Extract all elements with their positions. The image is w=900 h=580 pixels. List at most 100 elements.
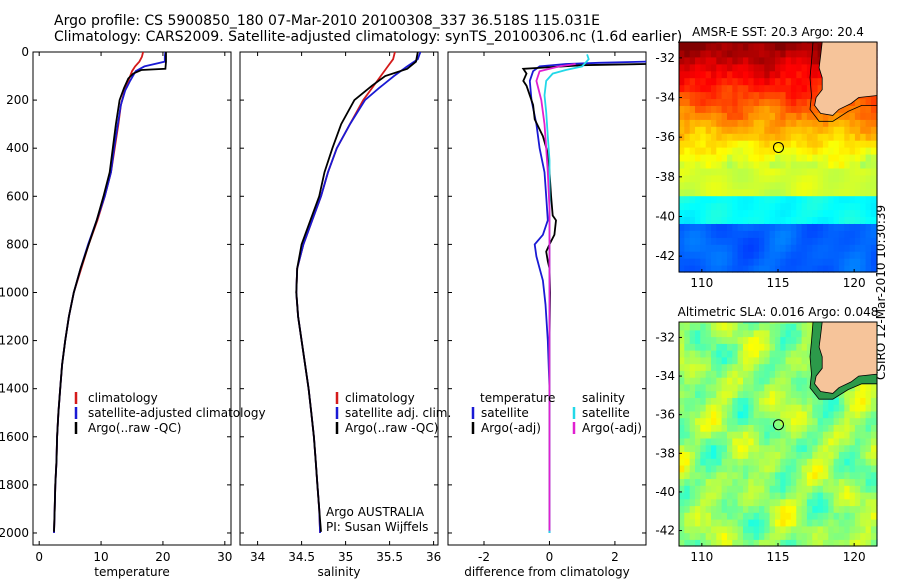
field-cell bbox=[716, 491, 723, 500]
field-cell bbox=[849, 397, 856, 405]
field-cell bbox=[801, 383, 808, 392]
field-cell bbox=[721, 336, 728, 344]
field-cell bbox=[695, 230, 701, 238]
field-cell bbox=[753, 451, 760, 459]
field-cell bbox=[759, 458, 765, 466]
field-cell bbox=[833, 458, 840, 466]
field-cell bbox=[737, 485, 744, 493]
field-cell bbox=[721, 370, 728, 378]
field-cell bbox=[679, 350, 685, 358]
field-cell bbox=[854, 485, 861, 493]
field-cell bbox=[737, 154, 744, 162]
field-cell bbox=[759, 202, 765, 211]
field-cell bbox=[732, 105, 739, 113]
field-cell bbox=[711, 43, 717, 51]
field-cell bbox=[753, 397, 760, 405]
field-cell bbox=[828, 154, 835, 162]
field-cell bbox=[695, 437, 701, 446]
field-cell bbox=[870, 444, 877, 452]
field-cell bbox=[865, 410, 872, 419]
field-cell bbox=[796, 512, 803, 520]
field-cell bbox=[743, 105, 749, 113]
field-cell bbox=[753, 363, 760, 371]
field-cell bbox=[828, 195, 835, 204]
field-cell bbox=[780, 458, 787, 466]
field-cell bbox=[721, 532, 728, 540]
field-cell bbox=[769, 397, 776, 405]
field-cell bbox=[695, 223, 701, 231]
field-cell bbox=[764, 424, 771, 432]
field-cell bbox=[796, 77, 803, 86]
field-cell bbox=[780, 512, 787, 520]
field-cell bbox=[801, 167, 808, 176]
field-cell bbox=[769, 223, 776, 231]
field-cell bbox=[727, 77, 733, 86]
field-cell bbox=[854, 478, 861, 486]
field-cell bbox=[817, 188, 824, 197]
x-tick-label: 34 bbox=[250, 550, 265, 564]
field-cell bbox=[748, 464, 755, 473]
field-cell bbox=[705, 265, 712, 273]
field-cell bbox=[785, 464, 792, 473]
field-cell bbox=[780, 119, 787, 127]
field-cell bbox=[849, 478, 856, 486]
field-cell bbox=[790, 437, 797, 446]
field-cell bbox=[870, 390, 877, 398]
field-cell bbox=[796, 265, 803, 273]
field-cell bbox=[727, 195, 733, 204]
field-cell bbox=[737, 181, 744, 190]
field-cell bbox=[854, 98, 861, 106]
field-cell bbox=[817, 397, 824, 405]
field-cell bbox=[705, 322, 712, 324]
field-cell bbox=[759, 105, 765, 113]
field-cell bbox=[860, 437, 867, 446]
field-cell bbox=[806, 478, 813, 486]
field-cell bbox=[780, 70, 787, 79]
field-cell bbox=[796, 491, 803, 500]
field-cell bbox=[796, 404, 803, 412]
y-tick-label: 1200 bbox=[0, 334, 29, 348]
field-cell bbox=[732, 410, 739, 419]
field-cell bbox=[727, 397, 733, 405]
field-cell bbox=[833, 202, 840, 211]
field-cell bbox=[737, 161, 744, 169]
field-cell bbox=[812, 161, 819, 169]
field-cell bbox=[849, 424, 856, 432]
field-cell bbox=[796, 458, 803, 466]
field-cell bbox=[785, 84, 792, 93]
field-cell bbox=[716, 119, 723, 127]
field-cell bbox=[828, 237, 835, 245]
field-cell bbox=[684, 458, 691, 466]
field-cell bbox=[775, 464, 781, 473]
field-cell bbox=[759, 251, 765, 259]
field-cell bbox=[801, 431, 808, 439]
field-cell bbox=[700, 478, 707, 486]
field-cell bbox=[753, 188, 760, 197]
field-cell bbox=[727, 119, 733, 127]
field-cell bbox=[705, 237, 712, 245]
field-cell bbox=[775, 42, 781, 44]
field-cell bbox=[684, 181, 691, 190]
field-cell bbox=[785, 512, 792, 520]
field-cell bbox=[721, 42, 728, 44]
field-cell bbox=[870, 258, 877, 266]
field-cell bbox=[796, 383, 803, 392]
field-cell bbox=[806, 485, 813, 493]
field-cell bbox=[695, 265, 701, 273]
field-cell bbox=[870, 167, 877, 176]
field-cell bbox=[753, 512, 760, 520]
field-cell bbox=[801, 424, 808, 432]
field-cell bbox=[732, 84, 739, 93]
field-cell bbox=[806, 70, 813, 79]
field-cell bbox=[854, 458, 861, 466]
field-cell bbox=[790, 363, 797, 371]
field-cell bbox=[721, 195, 728, 204]
field-cell bbox=[732, 383, 739, 392]
field-cell bbox=[849, 112, 856, 120]
field-cell bbox=[753, 63, 760, 72]
field-cell bbox=[727, 84, 733, 93]
field-cell bbox=[695, 451, 701, 459]
field-cell bbox=[769, 70, 776, 79]
field-cell bbox=[711, 84, 717, 93]
field-cell bbox=[844, 188, 851, 197]
